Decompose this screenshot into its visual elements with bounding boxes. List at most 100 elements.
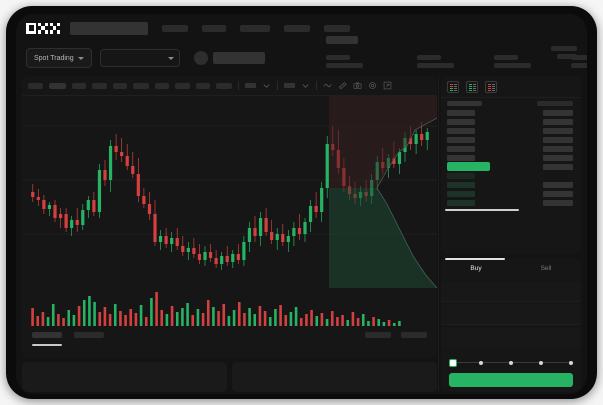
gear-icon[interactable] <box>368 81 377 90</box>
tab-buy[interactable]: Buy <box>470 264 482 272</box>
trading-mode-dropdown[interactable]: Spot Trading <box>26 48 92 68</box>
indicator-icon[interactable] <box>245 83 256 88</box>
orderbook-ask-row[interactable] <box>441 117 581 126</box>
ask-price <box>447 110 475 116</box>
ask-amount <box>543 155 573 161</box>
timeframe-7[interactable] <box>175 82 190 89</box>
volume-series <box>31 292 401 326</box>
amount-slider[interactable] <box>448 358 574 368</box>
ask-price <box>447 128 475 134</box>
camera-icon[interactable] <box>353 81 362 90</box>
mode-bars-right <box>472 83 476 91</box>
chart-action-1[interactable] <box>401 332 427 338</box>
slider-stop-100[interactable] <box>568 360 574 365</box>
bid-price <box>447 191 475 197</box>
chart-tab-1[interactable] <box>74 332 104 338</box>
chevron-down-icon <box>167 56 174 60</box>
bid-price <box>447 173 475 179</box>
sub-action-1[interactable] <box>557 54 577 59</box>
orderbook-mode-asks-icon[interactable] <box>485 81 497 93</box>
timeframe-0[interactable] <box>28 82 43 89</box>
chart-type-icon[interactable] <box>284 83 295 88</box>
orderbook-bid-row[interactable] <box>441 171 581 180</box>
orderbook-display-modes <box>447 81 497 93</box>
stat-value <box>571 63 587 68</box>
mode-bars-left <box>468 83 472 91</box>
ask-price <box>447 155 475 161</box>
timeframe-8[interactable] <box>196 82 210 89</box>
chevron-down-icon[interactable] <box>301 81 310 90</box>
slider-handle[interactable] <box>449 359 457 367</box>
pair-name <box>212 52 265 64</box>
ask-amount <box>543 119 573 125</box>
orderbook-col-amount <box>537 101 573 106</box>
submit-buy-button[interactable] <box>449 373 573 387</box>
timeframe-2[interactable] <box>72 82 86 89</box>
timeframe-4[interactable] <box>113 82 127 89</box>
orderbook-spread-row[interactable] <box>441 162 581 171</box>
chevron-down-icon[interactable] <box>262 81 271 90</box>
ruler-icon[interactable] <box>338 81 347 90</box>
orderbook-ask-row[interactable] <box>441 135 581 144</box>
timeframe-3[interactable] <box>92 82 107 89</box>
orderbook-bid-row[interactable] <box>441 180 581 189</box>
ask-price <box>447 137 475 143</box>
stat-value <box>417 63 454 68</box>
stat-item-3 <box>571 55 587 68</box>
orderbook-ask-row[interactable] <box>441 108 581 117</box>
chart-action-0[interactable] <box>365 332 391 338</box>
nav-item-3[interactable] <box>284 24 310 32</box>
star-icon[interactable] <box>193 51 208 65</box>
timeframe-6[interactable] <box>155 82 169 89</box>
bid-price <box>447 200 475 206</box>
nav-item-2[interactable] <box>240 24 270 32</box>
fullscreen-icon[interactable] <box>383 81 392 90</box>
trading-mode-label: Spot Trading <box>34 54 74 62</box>
bottom-middle-panel[interactable] <box>232 362 437 392</box>
market-stats <box>326 55 587 68</box>
nav-item-1[interactable] <box>202 24 226 32</box>
nav-item-0[interactable] <box>162 24 188 32</box>
bottom-left-panel[interactable] <box>22 362 227 392</box>
mode-bars-left <box>449 83 453 91</box>
orderbook-bid-row[interactable] <box>441 189 581 198</box>
logo-block-o <box>26 22 37 34</box>
tab-sell[interactable]: Sell <box>540 264 552 272</box>
orderbook-bid-row[interactable] <box>441 198 581 207</box>
logo-block-k <box>37 22 49 34</box>
stat-label <box>494 55 518 60</box>
okx-logo-icon[interactable] <box>26 22 60 34</box>
slider-stop-75[interactable] <box>538 360 544 365</box>
sub-bar-right-actions <box>551 46 577 59</box>
slider-stop-50[interactable] <box>508 360 514 365</box>
orderbook-scroll-track <box>441 207 581 213</box>
orderbook-mode-both-icon[interactable] <box>447 81 459 93</box>
slider-stop-25[interactable] <box>478 360 484 365</box>
bid-amount <box>543 182 573 188</box>
timeframe-9[interactable] <box>216 82 232 89</box>
pair-select-dropdown[interactable] <box>99 49 180 67</box>
nav-item-4[interactable] <box>324 24 350 32</box>
order-amount-field[interactable] <box>441 305 581 325</box>
sub-action-0[interactable] <box>551 46 577 51</box>
order-price-field[interactable] <box>441 282 581 302</box>
orderbook-mode-bids-icon[interactable] <box>466 81 478 93</box>
orderbook-header <box>441 97 581 108</box>
chart-canvas[interactable] <box>22 96 437 358</box>
stat-item-2 <box>494 55 531 68</box>
order-total-field[interactable] <box>441 328 581 347</box>
stat-label <box>417 55 441 60</box>
search-input[interactable] <box>70 21 148 35</box>
timeframe-1[interactable] <box>49 82 66 89</box>
orderbook-ask-row[interactable] <box>441 153 581 162</box>
orderbook-ask-row[interactable] <box>441 126 581 135</box>
chart-tab-0[interactable] <box>32 332 62 338</box>
line-wave-icon[interactable] <box>323 81 332 90</box>
last-price <box>326 36 358 44</box>
orderbook-scrollbar[interactable] <box>445 209 519 211</box>
timeframe-5[interactable] <box>133 82 149 89</box>
toolbar-divider <box>316 81 317 90</box>
ask-price <box>447 146 475 152</box>
orderbook-ask-row[interactable] <box>441 144 581 153</box>
